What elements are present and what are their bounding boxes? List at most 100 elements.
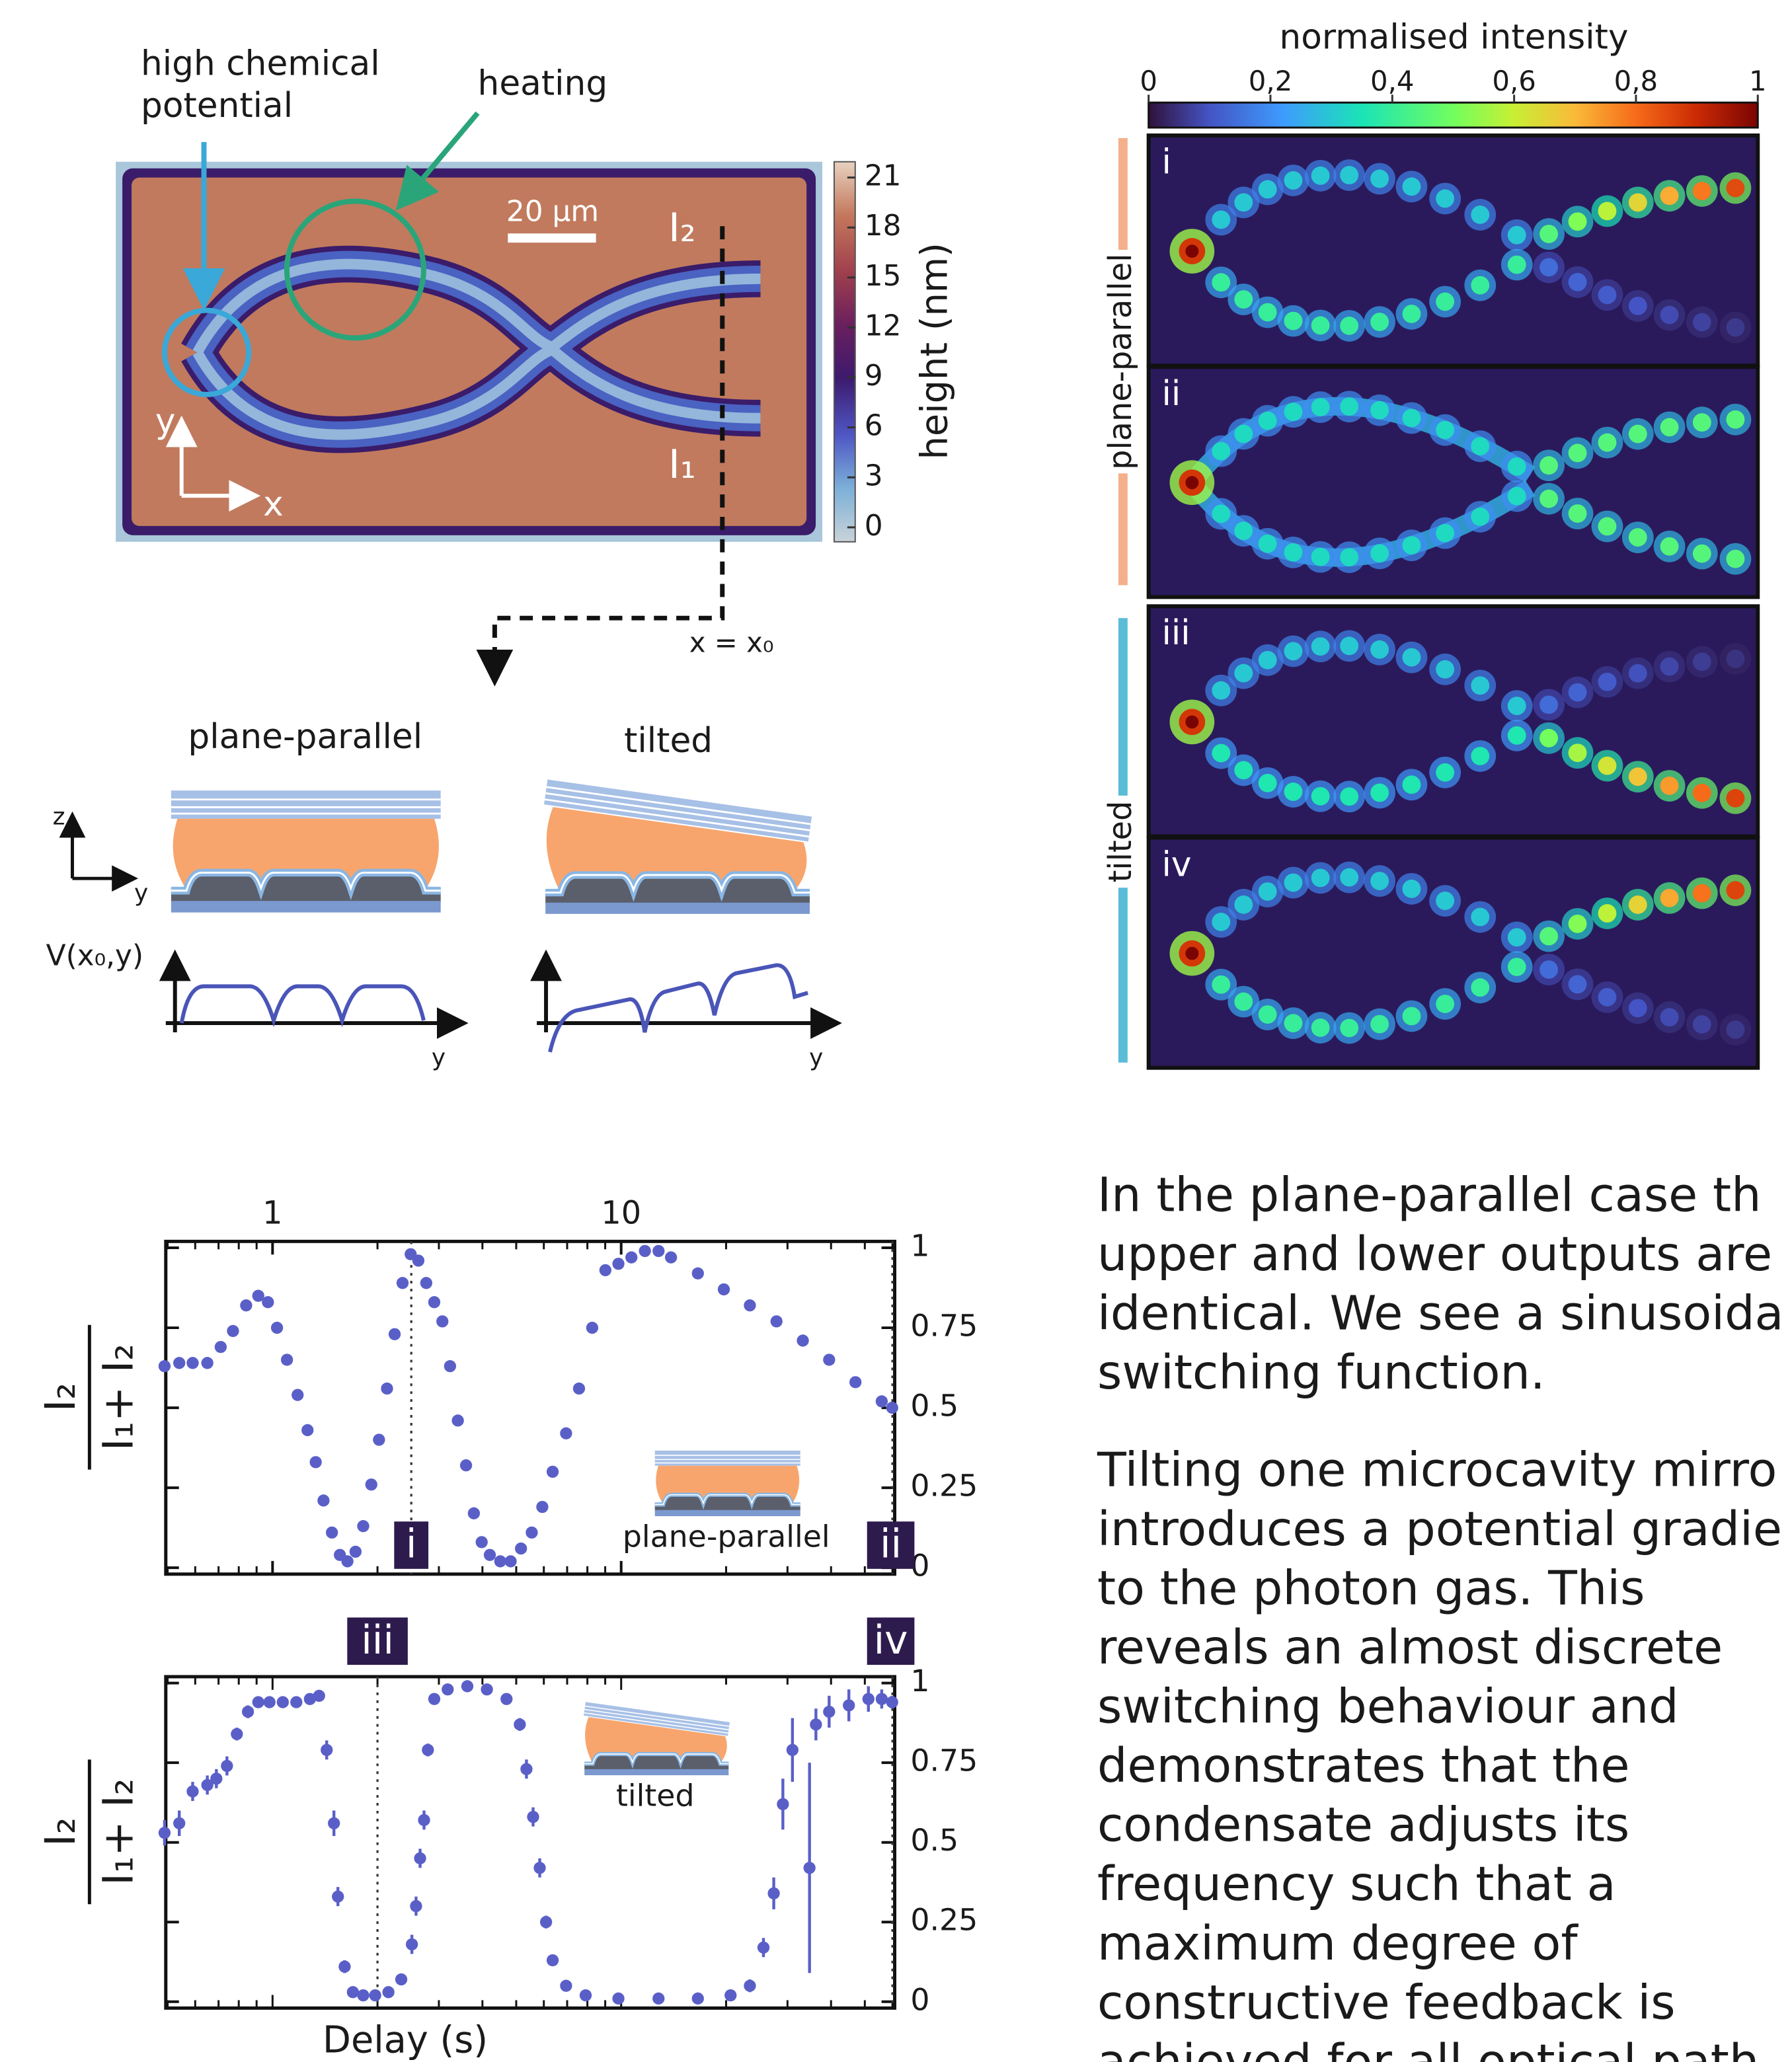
data-point: [240, 1299, 253, 1312]
data-point: [395, 1973, 408, 1986]
data-point: [414, 1852, 426, 1864]
potential-curve: [179, 984, 426, 1028]
data-point: [823, 1705, 836, 1718]
spot: [1370, 640, 1389, 659]
data-point: [373, 1433, 385, 1446]
axis-label: y: [432, 1044, 446, 1071]
y-tick-label: 0.25: [910, 1469, 978, 1504]
source-core: [1185, 946, 1199, 960]
colorbar-tick-label: 18: [865, 209, 902, 243]
data-point: [843, 1699, 855, 1712]
paragraph-line: condensate adjusts its: [1097, 1798, 1629, 1852]
y-tick-label: 0.5: [910, 1823, 958, 1858]
spot: [1692, 884, 1711, 903]
spot: [1539, 225, 1559, 243]
spot: [1258, 411, 1277, 430]
spot: [1370, 313, 1389, 332]
spot: [1402, 305, 1421, 323]
spot: [1258, 303, 1277, 322]
inset-schematic: [584, 1702, 730, 1775]
data-point: [303, 1693, 317, 1705]
group-label-bg: [1103, 795, 1142, 888]
intensity-panel: iv: [1146, 835, 1760, 1070]
data-point: [500, 1693, 513, 1705]
spot: [1212, 913, 1231, 931]
spot: [1539, 258, 1559, 277]
spot: [1311, 786, 1330, 806]
spot: [1212, 744, 1231, 763]
spot: [1726, 178, 1745, 198]
spot: [1660, 186, 1679, 206]
y-label-denominator: I₁+ I₂: [95, 1778, 143, 1886]
potential-label: V(x₀,y): [46, 939, 143, 973]
spot: [1311, 637, 1330, 656]
spot: [1258, 180, 1277, 199]
spot: [1471, 747, 1490, 765]
spot: [1598, 286, 1617, 305]
channel: [192, 344, 761, 440]
marker-label: iii: [361, 1618, 394, 1663]
data-point: [346, 1986, 360, 1999]
plot-frame: [164, 1675, 896, 2010]
inset-label: plane-parallel: [623, 1519, 830, 1554]
spot: [1471, 978, 1490, 997]
spot: [1507, 225, 1526, 245]
spot: [1284, 783, 1303, 801]
data-point: [186, 1785, 199, 1798]
colorbar-tick-label: 0,8: [1614, 65, 1658, 97]
spot: [1436, 995, 1455, 1013]
paragraph-line: reveals an almost discrete: [1097, 1620, 1723, 1675]
spot: [1370, 401, 1389, 420]
spot: [1402, 1007, 1421, 1026]
spot: [1692, 413, 1711, 432]
data-point: [625, 1251, 638, 1264]
spot: [1402, 177, 1421, 196]
data-point: [173, 1817, 186, 1829]
data-point: [527, 1810, 539, 1823]
spot: [1436, 660, 1455, 679]
highlight-circle: [284, 198, 426, 341]
spot: [1370, 544, 1389, 563]
axis-label: y: [134, 880, 148, 907]
spot: [1284, 543, 1303, 562]
data-point: [533, 1862, 546, 1874]
spot: [1539, 456, 1559, 475]
spot: [1628, 424, 1647, 443]
data-point: [875, 1395, 888, 1408]
data-point: [639, 1244, 651, 1258]
data-point: [481, 1683, 493, 1696]
spot: [1628, 896, 1647, 914]
data-point: [357, 1989, 370, 2002]
spot: [1568, 212, 1587, 231]
spot: [1370, 783, 1389, 802]
spot: [1568, 914, 1587, 933]
data-point: [388, 1328, 401, 1340]
data-point: [777, 1798, 789, 1810]
spot: [1436, 763, 1455, 782]
spot: [1726, 318, 1745, 337]
y-tick-label: 0: [910, 1982, 929, 2017]
paragraph-line: switching behaviour and: [1097, 1679, 1679, 1734]
data-point: [241, 1705, 254, 1718]
data-point: [724, 1989, 737, 2002]
intensity-panel: ii: [1146, 365, 1760, 599]
x-axis-label: Delay (s): [323, 2018, 488, 2061]
spot: [1628, 767, 1647, 786]
marker-label: iv: [874, 1618, 908, 1663]
data-point: [515, 1542, 527, 1555]
y-label-numerator: I₂: [36, 1383, 85, 1412]
spot: [1258, 650, 1277, 669]
spot: [1436, 523, 1455, 543]
spot: [1660, 537, 1679, 556]
colorbar-label: height (nm): [913, 243, 956, 459]
spot: [1471, 437, 1490, 456]
paragraph-line: switching function.: [1097, 1345, 1545, 1400]
data-point: [442, 1683, 454, 1696]
data-point: [560, 1979, 572, 1992]
panel-background: [1146, 365, 1760, 599]
spot: [1340, 1018, 1359, 1038]
colorbar-label: normalised intensity: [1279, 18, 1628, 57]
